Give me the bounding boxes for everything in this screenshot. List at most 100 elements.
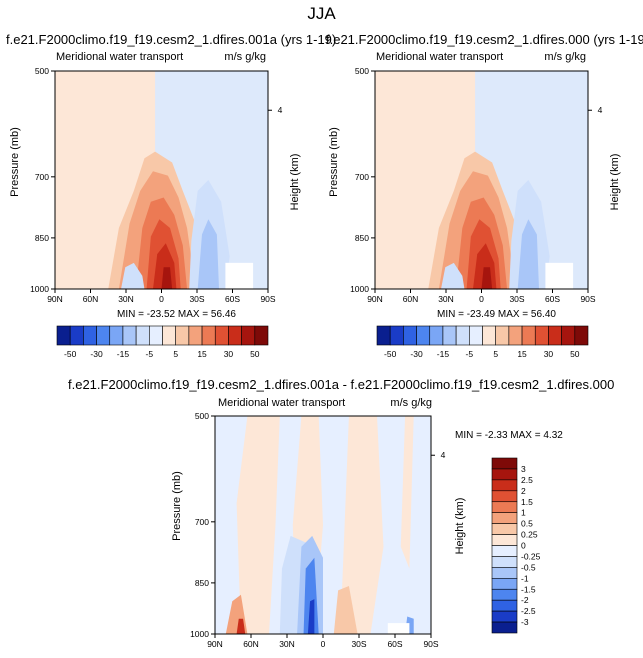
- colorbar-box: [201, 325, 216, 346]
- colorbar-label: -50: [64, 349, 77, 359]
- x-tick-label: 30N: [438, 294, 454, 304]
- x-tick-label: 90N: [207, 639, 223, 649]
- colorbar-box: [491, 501, 518, 513]
- colorbar-box: [491, 567, 518, 579]
- colorbar-box: [175, 325, 190, 346]
- colorbar-box: [228, 325, 242, 346]
- x-tick-label: 30S: [189, 294, 204, 304]
- colorbar-label: 3: [521, 464, 526, 474]
- colorbar-label: -2.5: [521, 606, 536, 616]
- colorbar-label: -1.5: [521, 584, 536, 594]
- x-tick-label: 30N: [118, 294, 134, 304]
- x-tick-label: 60N: [403, 294, 419, 304]
- missing-data-patch: [545, 262, 574, 289]
- colorbar-box: [241, 325, 256, 346]
- panel2-subtitle-left: Meridional water transport: [376, 51, 504, 63]
- diff-band-4: [400, 416, 414, 569]
- panel2-title: f.e21.F2000climo.f19_f19.cesm2_1.dfires.…: [326, 32, 643, 47]
- colorbar-box: [254, 325, 269, 346]
- colorbar-box: [561, 325, 576, 346]
- colorbar-top-left: -50 -30 -15 -5 5 15 30 50: [56, 325, 269, 359]
- colorbar-box: [188, 325, 203, 346]
- colorbar-label: -30: [410, 349, 423, 359]
- colorbar-box: [534, 325, 549, 346]
- colorbar-box: [491, 610, 518, 623]
- y-right-tick-label: 4: [598, 105, 603, 115]
- colorbar-box: [491, 556, 518, 568]
- panel3-plot: 90N 60N 30N 0 30S 60S 90S 500 700 850 1000 4: [190, 411, 446, 649]
- x-tick-label: 60N: [243, 639, 259, 649]
- missing-data-patch: [225, 262, 254, 289]
- colorbar-box: [482, 325, 496, 346]
- colorbar-box: [122, 325, 137, 346]
- colorbar-label: 50: [250, 349, 260, 359]
- x-tick-label: 90S: [260, 294, 275, 304]
- x-tick-label: 60S: [225, 294, 240, 304]
- colorbar-label: 2: [521, 486, 526, 496]
- diff-pos-2: [236, 618, 246, 634]
- panel1-plot: 90N 60N 30N 0 30S 60S 90S 500 700 850 1000 4: [30, 66, 283, 304]
- contour-neg-2: [197, 219, 220, 289]
- y-tick-label: 1000: [190, 629, 209, 639]
- x-tick-label: 30N: [279, 639, 295, 649]
- x-tick-label: 30S: [509, 294, 524, 304]
- colorbar-box: [521, 325, 536, 346]
- panel1-minmax: MIN = -23.52 MAX = 56.46: [117, 309, 236, 320]
- colorbar-box: [162, 325, 176, 346]
- y-tick-label: 700: [35, 172, 49, 182]
- colorbar-box: [491, 599, 518, 612]
- panel3-minmax: MIN = -2.33 MAX = 4.32: [455, 430, 563, 441]
- colorbar-box: [416, 325, 431, 346]
- colorbar-label: -0.5: [521, 562, 536, 572]
- panel1-subtitle-right: m/s g/kg: [224, 51, 266, 63]
- diff-neg-3: [303, 557, 319, 634]
- colorbar-box: [491, 490, 518, 503]
- colorbar-label: 15: [517, 349, 527, 359]
- colorbar-diff: 32.521.510.50.250-0.25-0.5-1-1.5-2-2.5-3: [491, 457, 541, 634]
- colorbar-label: -0.25: [521, 551, 541, 561]
- colorbar-label: 30: [224, 349, 234, 359]
- colorbar-box: [491, 534, 518, 546]
- y-tick-label: 500: [35, 66, 49, 76]
- colorbar-label: 5: [493, 349, 498, 359]
- y-tick-label: 850: [195, 578, 209, 588]
- x-tick-label: 30S: [351, 639, 366, 649]
- colorbar-box: [56, 325, 71, 346]
- colorbar-box: [109, 325, 124, 346]
- colorbar-box: [508, 325, 523, 346]
- colorbar-box: [491, 512, 518, 524]
- colorbar-box: [83, 325, 97, 346]
- colorbar-box: [491, 578, 518, 590]
- colorbar-box: [491, 468, 518, 481]
- colorbar-label: 0.25: [521, 530, 538, 540]
- diff-neg-4: [307, 599, 315, 634]
- colorbar-box: [389, 325, 404, 346]
- colorbar-box: [495, 325, 510, 346]
- y-tick-label: 700: [355, 172, 369, 182]
- colorbar-box: [69, 325, 84, 346]
- contour-neg-3: [121, 262, 145, 289]
- x-tick-label: 0: [479, 294, 484, 304]
- colorbar-box: [135, 325, 150, 346]
- colorbar-label: 15: [197, 349, 207, 359]
- colorbar-box: [491, 457, 518, 470]
- x-tick-label: 60S: [545, 294, 560, 304]
- colorbar-label: 50: [570, 349, 580, 359]
- panel3-subtitle-right: m/s g/kg: [390, 397, 432, 409]
- colorbar-box: [455, 325, 470, 346]
- colorbar-label: 0.5: [521, 519, 533, 529]
- colorbar-box: [214, 325, 229, 346]
- contour-pos-6: [481, 267, 493, 289]
- y-tick-label: 500: [195, 411, 209, 421]
- colorbar-label: -3: [521, 617, 529, 627]
- colorbar-box: [442, 325, 457, 346]
- colorbar-box: [491, 545, 518, 557]
- panel2-plot: 90N 60N 30N 0 30S 60S 90S 500 700 850 1000 4: [350, 66, 603, 304]
- panel2-subtitle-right: m/s g/kg: [544, 51, 586, 63]
- colorbar-box: [491, 588, 518, 601]
- x-tick-label: 90S: [580, 294, 595, 304]
- diff-pos-3: [333, 586, 358, 634]
- panel3-title: f.e21.F2000climo.f19_f19.cesm2_1.dfires.…: [68, 377, 615, 392]
- page-title: JJA: [307, 4, 336, 23]
- colorbar-box: [491, 479, 518, 492]
